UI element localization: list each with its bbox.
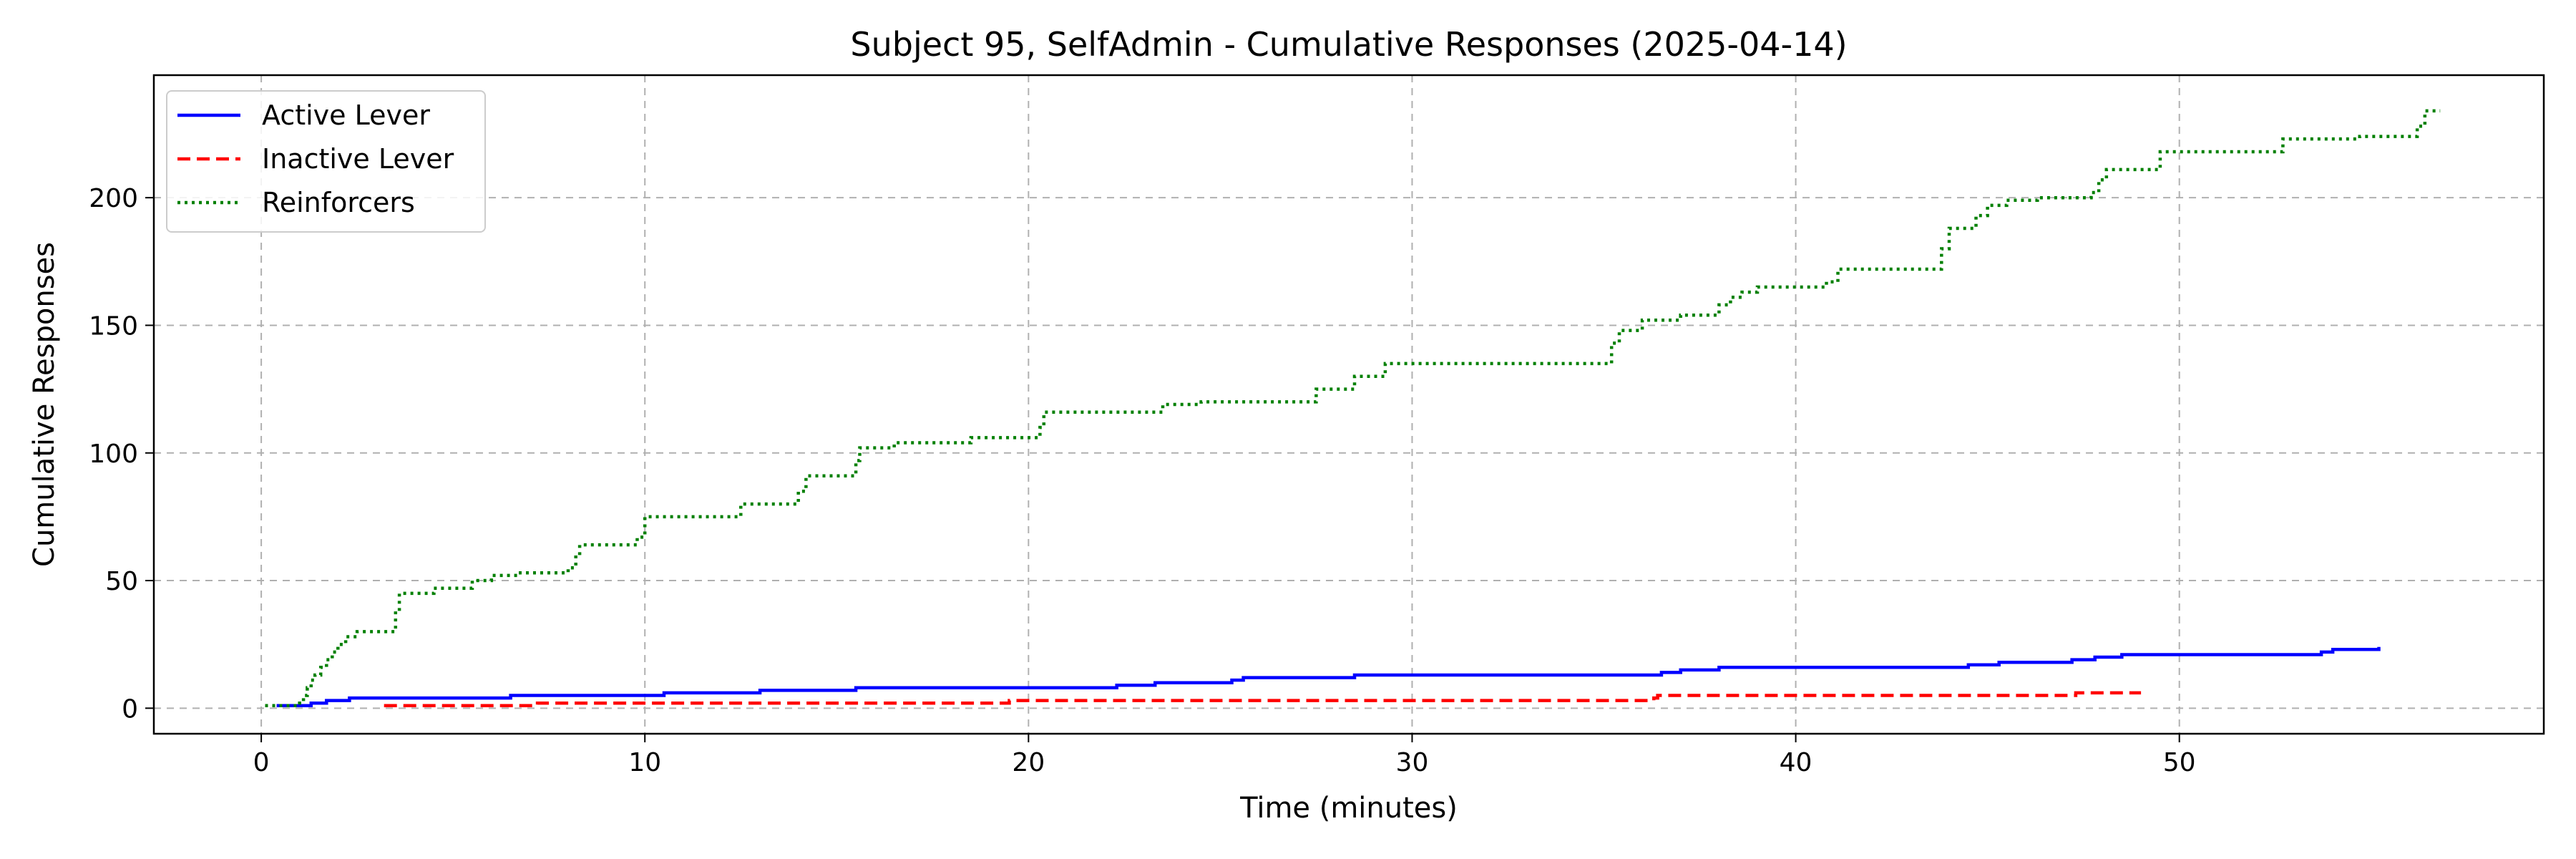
- legend-box: [166, 90, 486, 233]
- series-line-0: [276, 646, 2381, 708]
- x-tick-label: 40: [1780, 748, 1813, 777]
- x-tick-label: 30: [1396, 748, 1429, 777]
- series-line-2: [265, 109, 2441, 708]
- y-tick-label: 200: [89, 184, 138, 213]
- legend-label-1: Inactive Lever: [262, 143, 454, 175]
- x-axis-label: Time (minutes): [1239, 792, 1458, 825]
- series-line-1: [384, 691, 2142, 708]
- x-tick-label: 20: [1012, 748, 1045, 777]
- series-layer: [265, 109, 2441, 708]
- y-tick-label: 100: [89, 440, 138, 469]
- plot-frame: [152, 74, 2545, 735]
- y-tick-label: 150: [89, 311, 138, 341]
- legend-label-0: Active Lever: [262, 100, 430, 131]
- y-axis-label: Cumulative Responses: [28, 242, 61, 567]
- axis-ticks: 0 10 20 30 40 50 0 50 100 150 200: [89, 184, 2195, 777]
- legend-label-2: Reinforcers: [262, 187, 415, 218]
- x-tick-label: 0: [253, 748, 270, 777]
- y-tick-label: 0: [122, 694, 138, 724]
- legend: Active Lever Inactive Lever Reinforcers: [166, 90, 486, 233]
- chart-title: Subject 95, SelfAdmin - Cumulative Respo…: [850, 25, 1847, 64]
- y-tick-label: 50: [105, 567, 138, 596]
- x-tick-label: 50: [2163, 748, 2196, 777]
- x-tick-label: 10: [628, 748, 661, 777]
